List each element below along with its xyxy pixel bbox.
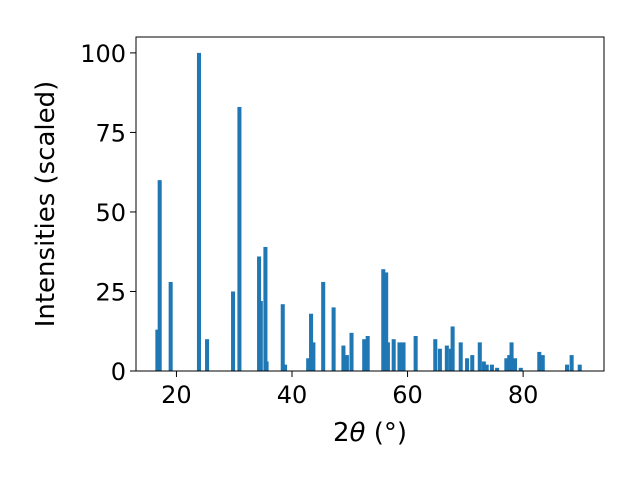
bar bbox=[465, 358, 470, 371]
bar bbox=[569, 355, 574, 371]
bar bbox=[537, 351, 542, 371]
bar bbox=[231, 291, 236, 371]
bar bbox=[384, 272, 389, 371]
bar bbox=[157, 180, 162, 371]
x-axis: 20 40 60 80 bbox=[161, 371, 538, 409]
y-tick-label: 50 bbox=[95, 199, 126, 227]
bar bbox=[484, 364, 489, 371]
bar bbox=[391, 339, 396, 371]
bar bbox=[565, 364, 570, 371]
y-tick-label: 75 bbox=[95, 119, 126, 147]
bar bbox=[577, 364, 582, 371]
bar bbox=[504, 358, 509, 371]
plot-frame bbox=[135, 36, 605, 372]
bar bbox=[365, 336, 370, 371]
bar bbox=[481, 361, 486, 371]
x-axis-label-symbol: θ bbox=[350, 418, 366, 448]
bar bbox=[507, 355, 512, 371]
x-axis-label-suffix: (°) bbox=[365, 418, 407, 448]
bar bbox=[450, 326, 455, 371]
bar bbox=[283, 364, 288, 371]
bar bbox=[509, 342, 514, 371]
y-tick-label: 0 bbox=[111, 358, 126, 386]
bar bbox=[237, 106, 242, 371]
x-tick-label: 40 bbox=[277, 381, 308, 409]
bar bbox=[196, 52, 201, 372]
bar bbox=[477, 342, 482, 371]
x-tick-label: 20 bbox=[161, 381, 192, 409]
bar bbox=[264, 361, 269, 371]
bar bbox=[280, 304, 285, 371]
bar bbox=[437, 348, 442, 371]
bar bbox=[513, 358, 518, 371]
bar bbox=[401, 342, 406, 371]
bar bbox=[349, 332, 354, 371]
bar bbox=[309, 313, 314, 371]
bar bbox=[344, 355, 349, 371]
x-tick-label: 60 bbox=[392, 381, 423, 409]
x-axis-label-prefix: 2 bbox=[333, 418, 350, 448]
bar bbox=[331, 307, 336, 371]
bar bbox=[263, 246, 268, 371]
bar bbox=[362, 339, 367, 371]
bar bbox=[381, 269, 386, 371]
bar bbox=[444, 345, 449, 371]
bar bbox=[397, 342, 402, 371]
bar bbox=[341, 345, 346, 371]
bar bbox=[205, 339, 210, 371]
bar bbox=[540, 355, 545, 371]
bar bbox=[489, 364, 494, 371]
bar bbox=[311, 342, 316, 371]
bar bbox=[413, 336, 418, 371]
bar bbox=[495, 367, 500, 371]
bar bbox=[168, 281, 173, 371]
bar bbox=[258, 301, 263, 371]
y-axis: 0 25 50 75 100 bbox=[80, 40, 136, 386]
bar bbox=[470, 355, 475, 371]
bar bbox=[385, 342, 390, 371]
bar bbox=[306, 358, 311, 371]
y-axis-label: Intensities (scaled) bbox=[31, 81, 61, 328]
bar bbox=[321, 281, 326, 371]
x-axis-label: 2θ (°) bbox=[333, 418, 407, 448]
y-tick-label: 25 bbox=[95, 278, 126, 306]
bar bbox=[155, 329, 160, 371]
bar-series bbox=[155, 52, 582, 372]
y-tick-label: 100 bbox=[80, 40, 126, 68]
bar bbox=[458, 342, 463, 371]
bar bbox=[518, 367, 523, 371]
bar bbox=[433, 339, 438, 371]
x-tick-label: 80 bbox=[508, 381, 539, 409]
